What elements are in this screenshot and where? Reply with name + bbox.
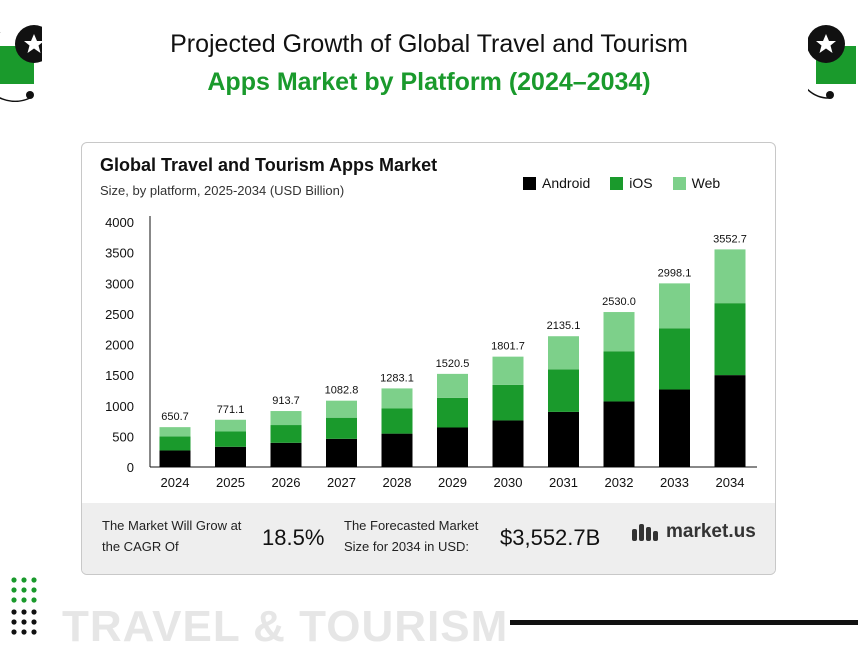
x-tick-label: 2033 (660, 475, 689, 490)
bar-web-2025 (215, 419, 246, 432)
bar-android-2034 (714, 375, 746, 467)
bar-ios-2030 (492, 384, 524, 421)
bar-ios-2032 (603, 351, 635, 402)
chart-legend: Android iOS Web (523, 175, 720, 191)
legend-item-ios: iOS (610, 175, 653, 191)
bar-android-2031 (548, 411, 579, 467)
bar-web-2027 (326, 400, 357, 418)
bar-android-2032 (603, 401, 635, 467)
chart-card: Global Travel and Tourism Apps Market Si… (81, 142, 776, 575)
bar-web-2030 (492, 356, 524, 385)
data-label-total: 2998.1 (658, 267, 692, 279)
y-tick-label: 1000 (105, 399, 134, 414)
data-label-total: 913.7 (272, 395, 300, 407)
data-label-total: 1520.5 (436, 358, 470, 370)
y-tick-label: 3000 (105, 276, 134, 291)
chart-title: Global Travel and Tourism Apps Market (100, 155, 438, 175)
y-tick-label: 2000 (105, 338, 134, 353)
legend-swatch-ios (610, 176, 624, 190)
data-label-total: 1283.1 (380, 372, 414, 384)
x-tick-label: 2030 (494, 475, 523, 490)
x-tick-label: 2032 (605, 475, 634, 490)
bar-web-2031 (548, 336, 579, 370)
legend-swatch-web (672, 176, 686, 190)
page-subtitle: Apps Market by Platform (2024–2034) (207, 68, 651, 96)
bar-web-2032 (603, 312, 635, 352)
chart-plot-area: 0 500 1000 1500 2000 2500 3000 3500 4000 650.7 202… (105, 215, 757, 490)
data-label-total: 2530.0 (602, 296, 636, 308)
data-label-total: 1082.8 (325, 385, 359, 397)
divider (510, 620, 858, 625)
y-tick-label: 2500 (105, 307, 134, 322)
x-tick-label: 2026 (272, 475, 301, 490)
bar-web-2024 (159, 427, 191, 437)
brand-name: market.us (666, 521, 756, 542)
y-tick-label: 500 (112, 429, 134, 444)
bar-web-2029 (437, 373, 468, 398)
y-tick-label: 0 (127, 460, 134, 475)
bar-android-2024 (159, 450, 191, 467)
bar-web-2033 (659, 283, 690, 329)
x-tick-label: 2024 (161, 475, 190, 490)
background-watermark-text: TRAVEL & TOURISM (62, 602, 509, 651)
star-badge-icon (808, 25, 856, 99)
bar-web-2026 (270, 411, 302, 426)
forecast-value: $3,552.7B (500, 525, 601, 550)
y-tick-label: 3500 (105, 246, 134, 261)
bar-android-2030 (492, 420, 524, 467)
x-tick-label: 2034 (716, 475, 745, 490)
bar-web-2028 (381, 388, 413, 409)
bar-android-2028 (381, 433, 413, 467)
legend-item-android: Android (523, 175, 590, 191)
chart-footer: The Market Will Grow at the CAGR Of 18.5… (82, 503, 775, 574)
bar-ios-2034 (714, 303, 746, 376)
page-title: Projected Growth of Global Travel and To… (170, 30, 688, 58)
bar-ios-2029 (437, 397, 468, 428)
bar-ios-2026 (270, 425, 302, 443)
legend-label-web: Web (691, 175, 721, 191)
x-tick-label: 2028 (383, 475, 412, 490)
dot-grid-icon (11, 577, 37, 635)
cagr-label: The Market Will Grow at the CAGR Of (102, 518, 242, 554)
bar-android-2029 (437, 427, 468, 467)
chart-subtitle: Size, by platform, 2025-2034 (USD Billio… (100, 183, 345, 198)
bar-ios-2025 (215, 431, 246, 447)
legend-item-web: Web (672, 175, 721, 191)
data-label-total: 2135.1 (547, 320, 581, 332)
y-tick-label: 1500 (105, 368, 134, 383)
bar-android-2025 (215, 446, 246, 467)
data-label-total: 1801.7 (491, 341, 525, 353)
bar-ios-2028 (381, 408, 413, 434)
forecast-label: The Forecasted Market Size for 2034 in U… (344, 518, 479, 554)
x-tick-label: 2031 (549, 475, 578, 490)
market-us-logo-icon (632, 524, 658, 541)
bar-ios-2024 (159, 436, 191, 451)
y-tick-label: 4000 (105, 215, 134, 230)
star-badge-icon (0, 25, 42, 102)
data-label-total: 650.7 (161, 411, 189, 423)
x-tick-label: 2025 (216, 475, 245, 490)
x-tick-label: 2027 (327, 475, 356, 490)
data-label-total: 3552.7 (713, 233, 747, 245)
legend-label-ios: iOS (629, 175, 653, 191)
legend-label-android: Android (542, 175, 591, 191)
legend-swatch-android (523, 176, 536, 190)
x-tick-label: 2029 (438, 475, 467, 490)
bar-ios-2031 (548, 369, 579, 412)
cagr-value: 18.5% (262, 525, 325, 550)
bar-web-2034 (714, 249, 746, 304)
bar-ios-2033 (659, 328, 690, 390)
brand: market.us (632, 521, 756, 543)
bar-android-2027 (326, 438, 357, 467)
bar-ios-2027 (326, 417, 357, 439)
data-label-total: 771.1 (217, 404, 245, 416)
bar-android-2026 (270, 442, 302, 467)
bar-android-2033 (659, 389, 690, 467)
